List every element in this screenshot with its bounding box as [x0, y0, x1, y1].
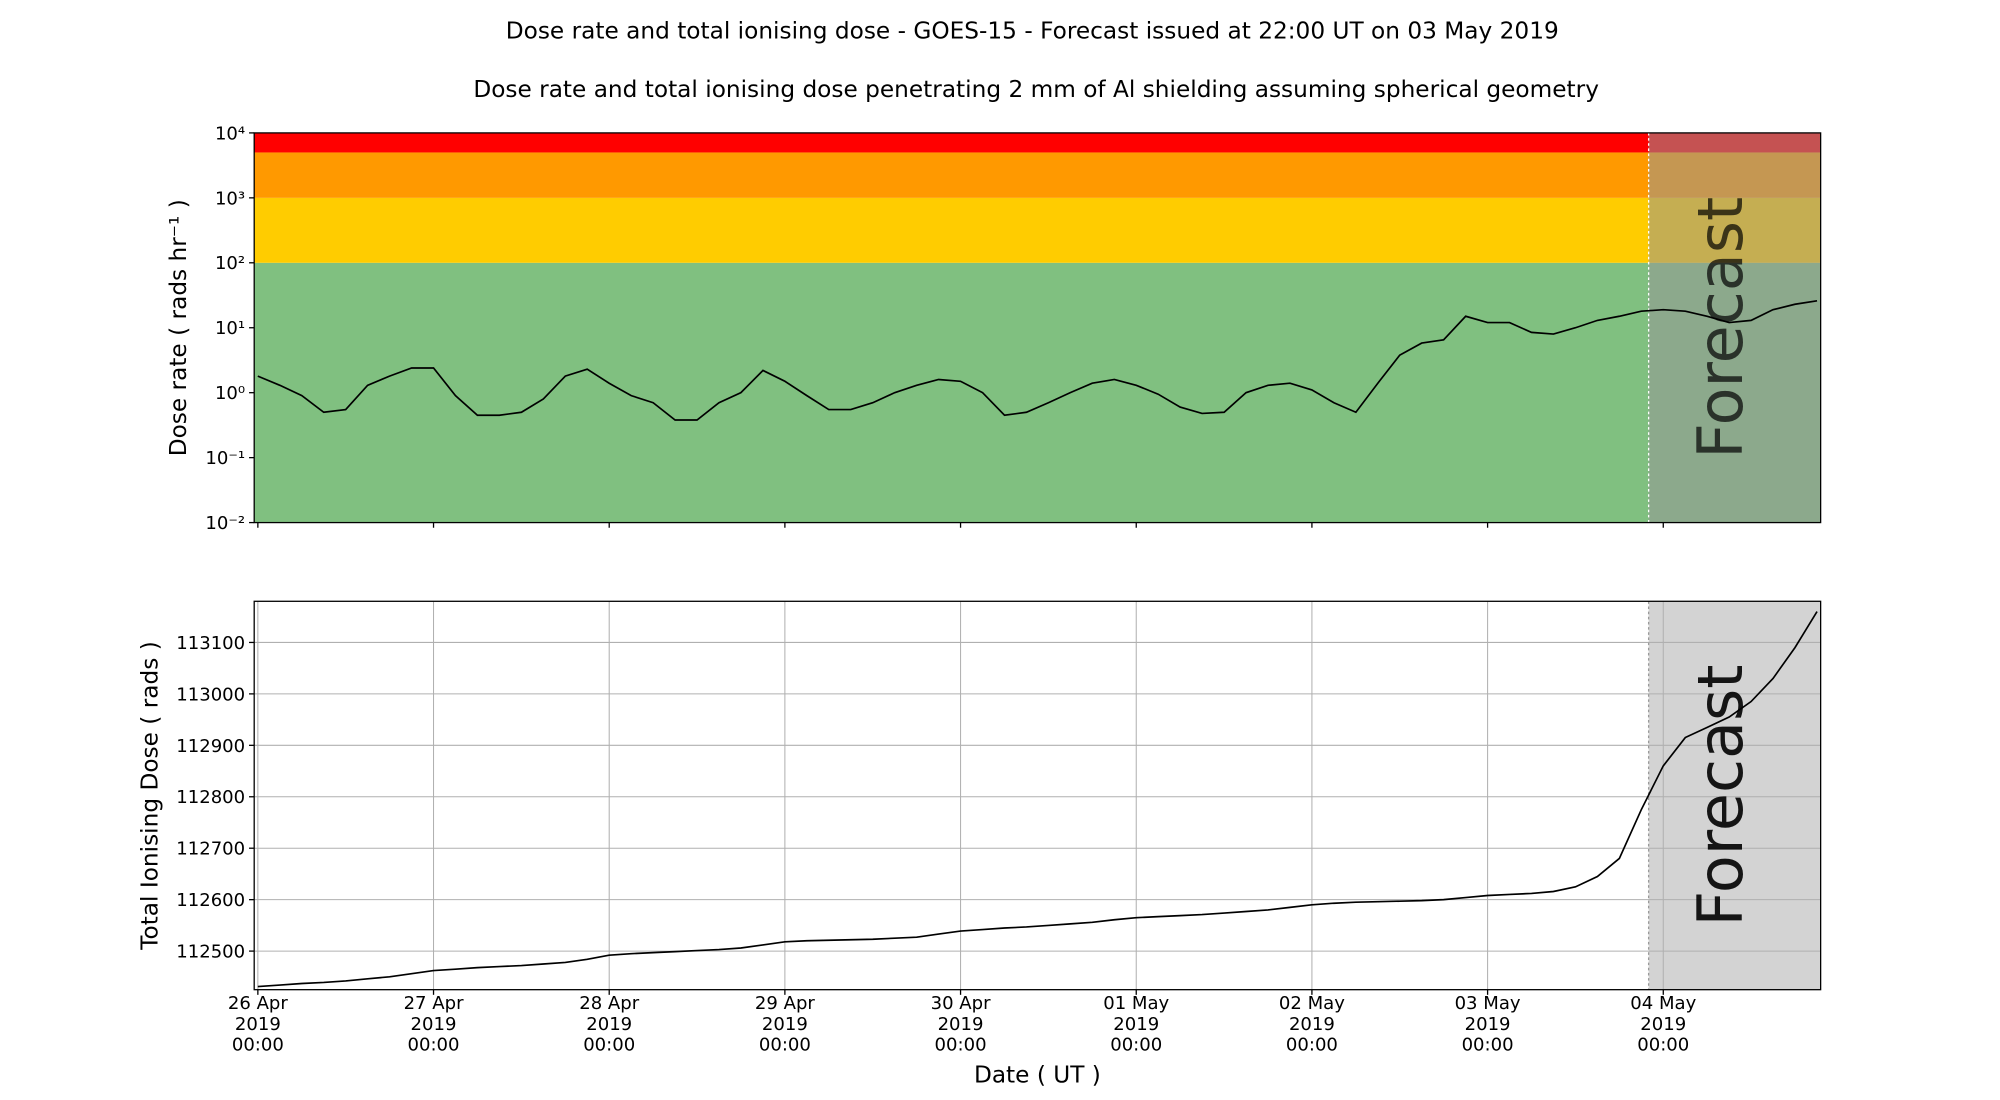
x-tick-label: 26 Apr 2019 00:00 [228, 993, 289, 1056]
y-tick-label: 10² [215, 253, 245, 274]
y-tick-label: 10⁻² [205, 513, 245, 534]
y-tick-label: 112600 [176, 890, 245, 911]
forecast-annotation: Forecast [1685, 197, 1757, 459]
risk-band [254, 197, 1821, 263]
x-tick-label: 02 May 2019 00:00 [1279, 993, 1345, 1056]
data-line [257, 611, 1818, 988]
y-axis-label: Dose rate ( rads hr⁻¹ ) [165, 199, 192, 456]
y-tick-label: 112500 [176, 942, 245, 963]
x-tick-label: 30 Apr 2019 00:00 [931, 993, 992, 1056]
x-tick-label: 03 May 2019 00:00 [1455, 993, 1521, 1056]
x-axis-label: Date ( UT ) [974, 1062, 1101, 1089]
y-tick-label: 10¹ [215, 318, 245, 339]
plot-frame [253, 600, 1822, 991]
x-tick-label: 29 Apr 2019 00:00 [755, 993, 816, 1056]
y-axis-label: Total Ionising Dose ( rads ) [136, 641, 163, 951]
y-tick-label: 113100 [176, 633, 245, 654]
forecast-region [1648, 132, 1821, 523]
x-tick-label: 27 Apr 2019 00:00 [404, 993, 465, 1056]
x-tick-label: 01 May 2019 00:00 [1103, 993, 1169, 1056]
x-tick-label: 28 Apr 2019 00:00 [579, 993, 640, 1056]
y-tick-label: 112700 [176, 839, 245, 860]
risk-band [254, 132, 1821, 153]
forecast-region [1648, 601, 1821, 990]
forecast-annotation: Forecast [1685, 664, 1757, 926]
y-tick-label: 10⁰ [215, 383, 245, 404]
data-line [257, 299, 1818, 421]
chart-title: Dose rate and total ionising dose - GOES… [506, 18, 1559, 45]
y-tick-label: 112900 [176, 736, 245, 757]
risk-band [254, 152, 1821, 198]
y-tick-label: 10⁴ [215, 123, 245, 144]
chart-subtitle: Dose rate and total ionising dose penetr… [473, 76, 1599, 103]
risk-band [254, 262, 1821, 523]
x-tick-label: 04 May 2019 00:00 [1630, 993, 1696, 1056]
y-tick-label: 10³ [215, 188, 245, 209]
y-tick-label: 113000 [176, 684, 245, 705]
y-tick-label: 112800 [176, 787, 245, 808]
y-tick-label: 10⁻¹ [205, 448, 245, 469]
